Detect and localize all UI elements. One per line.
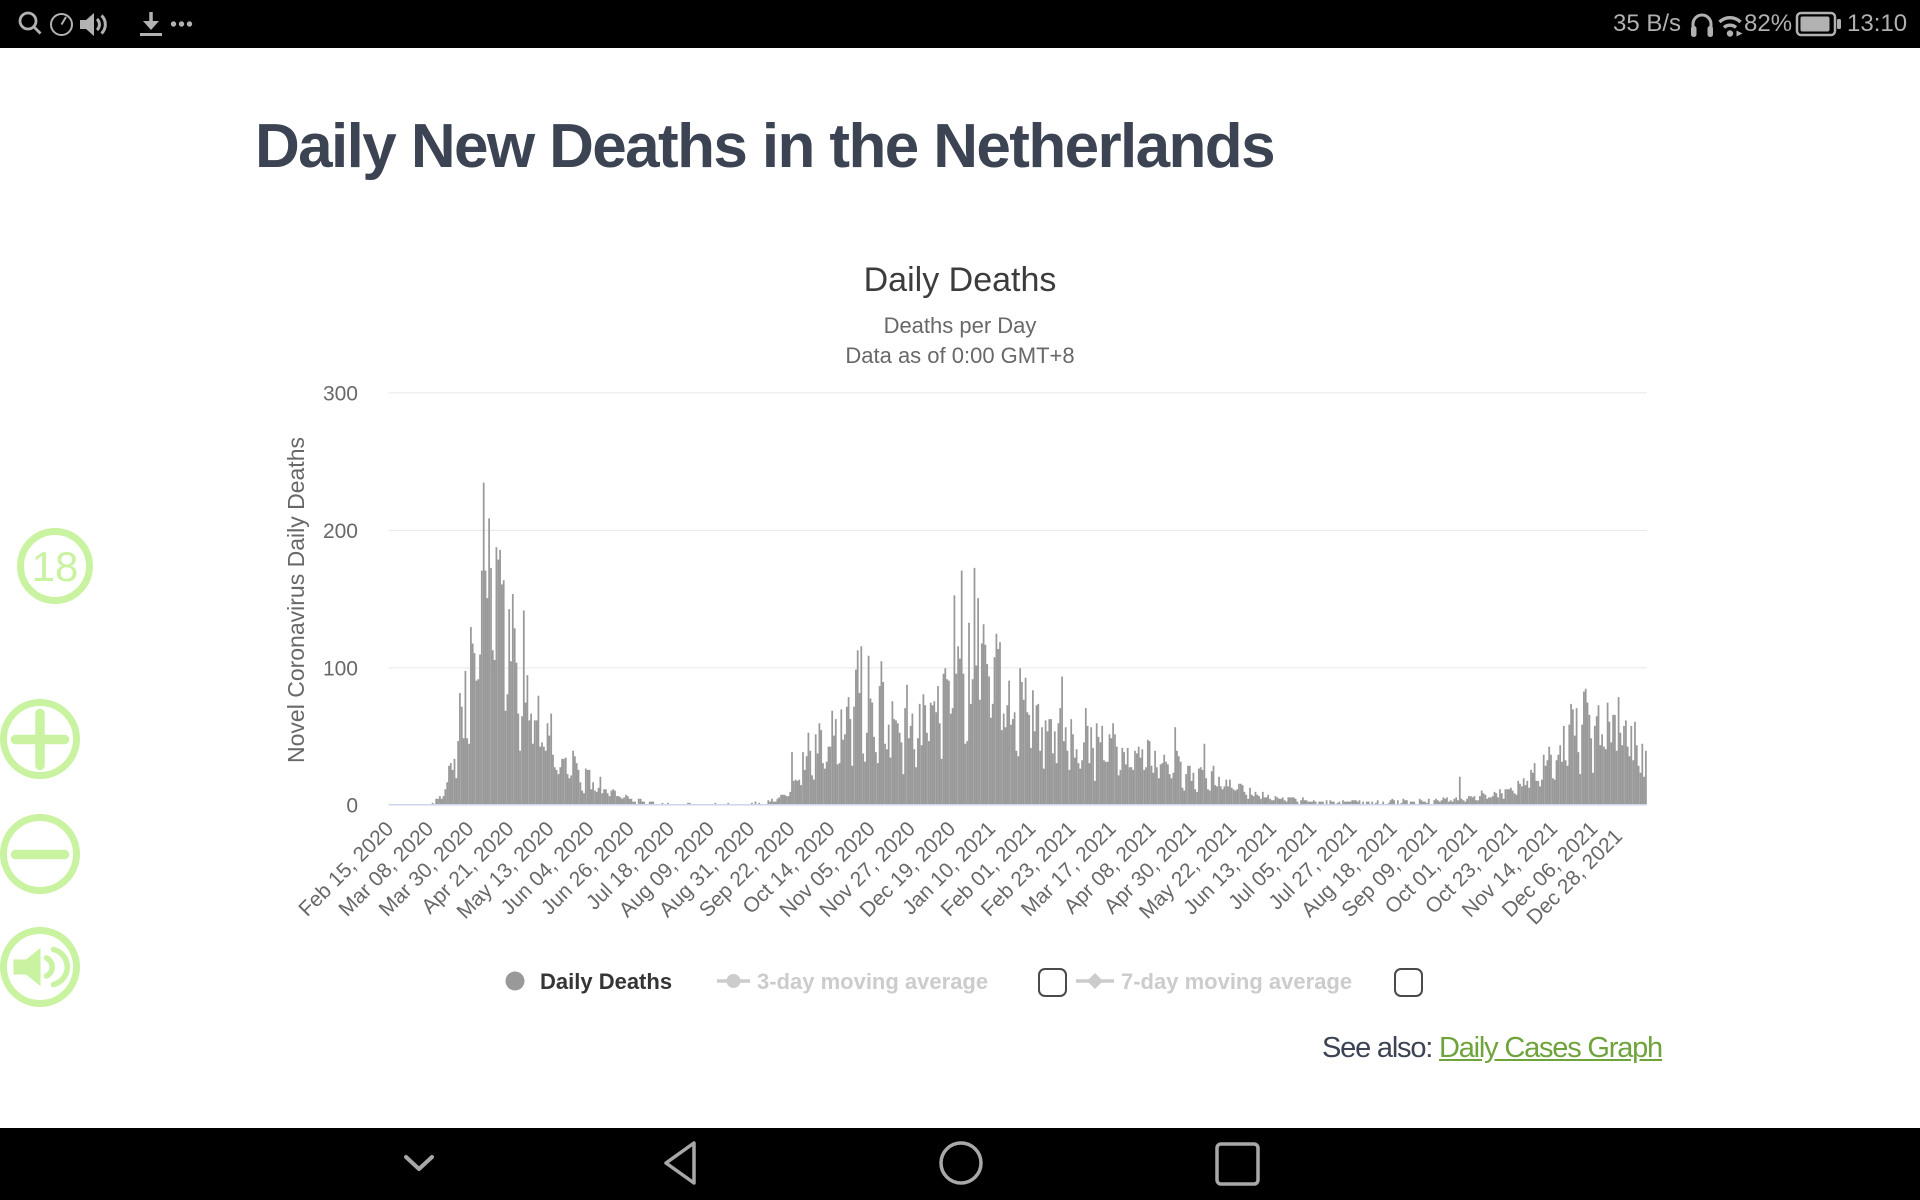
svg-text:0: 0 (346, 794, 358, 817)
svg-text:Daily Deaths: Daily Deaths (540, 969, 672, 994)
svg-text:300: 300 (323, 382, 358, 405)
svg-text:100: 100 (323, 657, 358, 680)
svg-text:7-day moving average: 7-day moving average (1121, 969, 1352, 994)
svg-text:Novel Coronavirus Daily Deaths: Novel Coronavirus Daily Deaths (283, 437, 309, 763)
svg-text:3-day moving average: 3-day moving average (757, 969, 988, 994)
svg-text:200: 200 (323, 520, 358, 543)
